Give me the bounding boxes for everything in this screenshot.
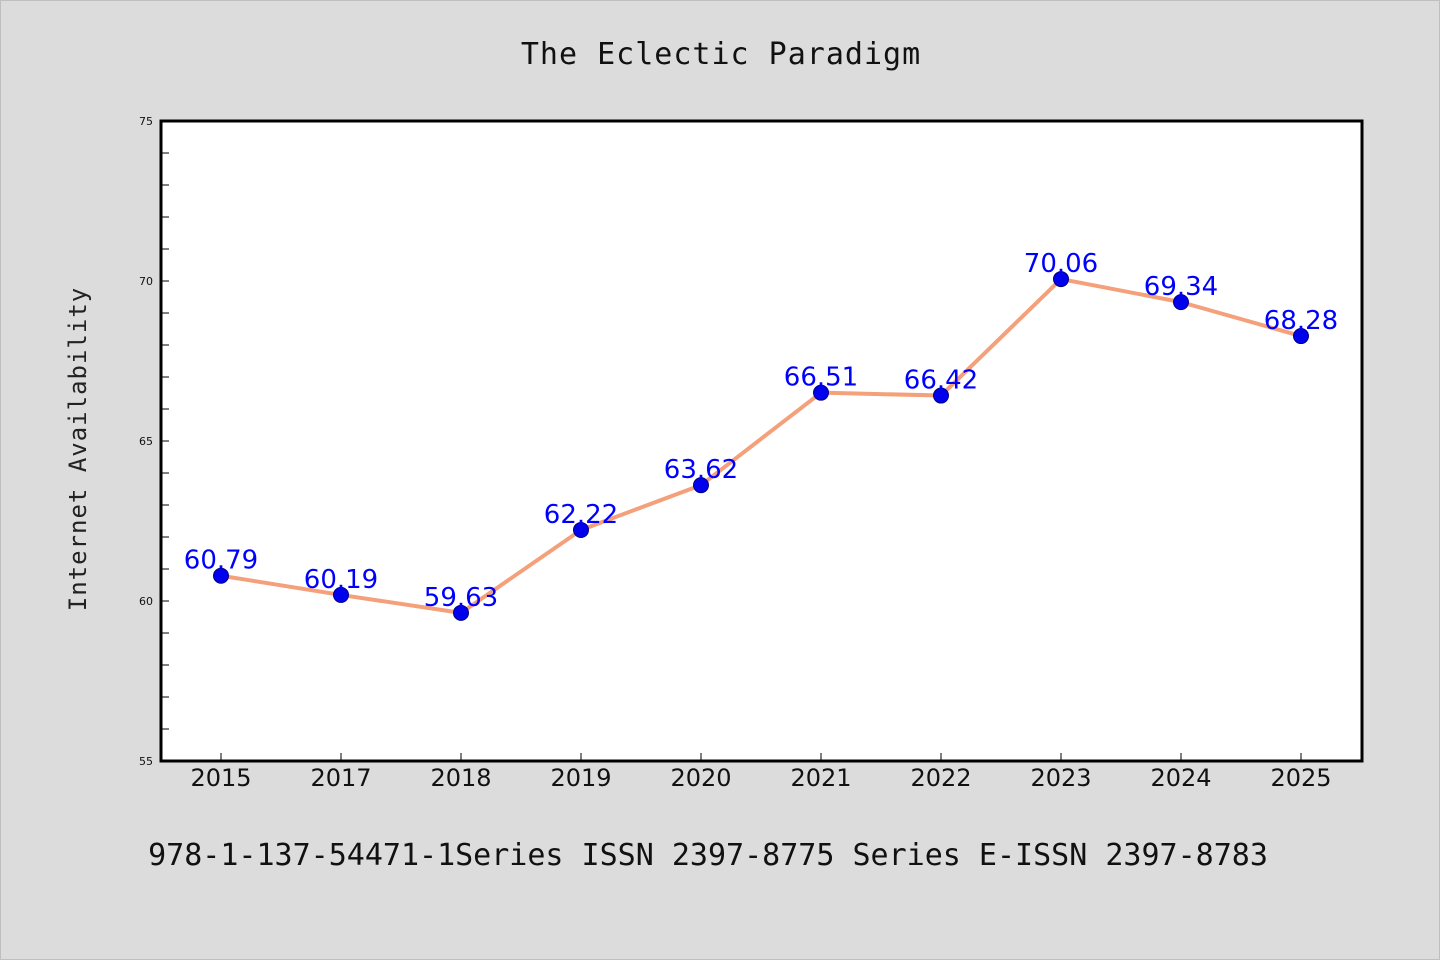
data-point (333, 586, 349, 603)
series-line-group (219, 277, 1303, 615)
y-tick-label: 70 (139, 275, 153, 288)
data-point (213, 567, 229, 584)
x-tick-label: 2025 (1270, 764, 1331, 792)
data-point (453, 604, 469, 621)
y-tick-label: 60 (139, 595, 153, 608)
x-tick-label: 2021 (790, 764, 851, 792)
x-tick-label: 2023 (1030, 764, 1091, 792)
data-point (1053, 271, 1069, 288)
series-markers (213, 271, 1309, 621)
x-tick-label: 2019 (550, 764, 611, 792)
y-tick-label: 55 (139, 755, 153, 768)
series-line (219, 277, 1303, 615)
data-label: 62.22 (544, 500, 618, 530)
data-point (573, 521, 589, 538)
data-label: 68.28 (1264, 306, 1338, 336)
data-point (1293, 328, 1309, 345)
y-tick-label: 75 (139, 115, 153, 128)
data-point (813, 384, 829, 401)
x-tick-label: 2017 (310, 764, 371, 792)
data-label: 60.79 (184, 546, 258, 576)
y-axis-label: Internet Availability (64, 287, 92, 611)
chart-title: The Eclectic Paradigm (521, 37, 921, 72)
x-tick-label: 2024 (1150, 764, 1211, 792)
data-labels: 60.79 60.19 59.63 62.22 63.62 66.51 66.42 70.06… (184, 249, 1338, 613)
data-point (693, 477, 709, 494)
y-tick-label: 65 (139, 435, 153, 448)
data-label: 70.06 (1024, 249, 1098, 279)
data-label: 63.62 (664, 455, 738, 485)
x-tick-label: 2020 (670, 764, 731, 792)
x-tick-label: 2015 (190, 764, 251, 792)
x-tick-label: 2022 (910, 764, 971, 792)
data-point (1173, 294, 1189, 311)
x-tick-label: 2018 (430, 764, 491, 792)
data-label: 66.51 (784, 363, 858, 393)
data-label: 66.42 (904, 366, 978, 396)
footer-isbn-issn: 978-1-137-54471-1Series ISSN 2397-8775 S… (148, 838, 1268, 873)
data-label: 69.34 (1144, 272, 1218, 302)
y-axis-ticks: 55 60 65 70 75 (139, 115, 169, 768)
data-label: 59.63 (424, 583, 498, 613)
x-axis-ticks: 2015 2017 2018 2019 2020 2021 2022 2023 2024 2025 (190, 753, 1332, 792)
data-point (933, 387, 949, 404)
data-label: 60.19 (304, 565, 378, 595)
